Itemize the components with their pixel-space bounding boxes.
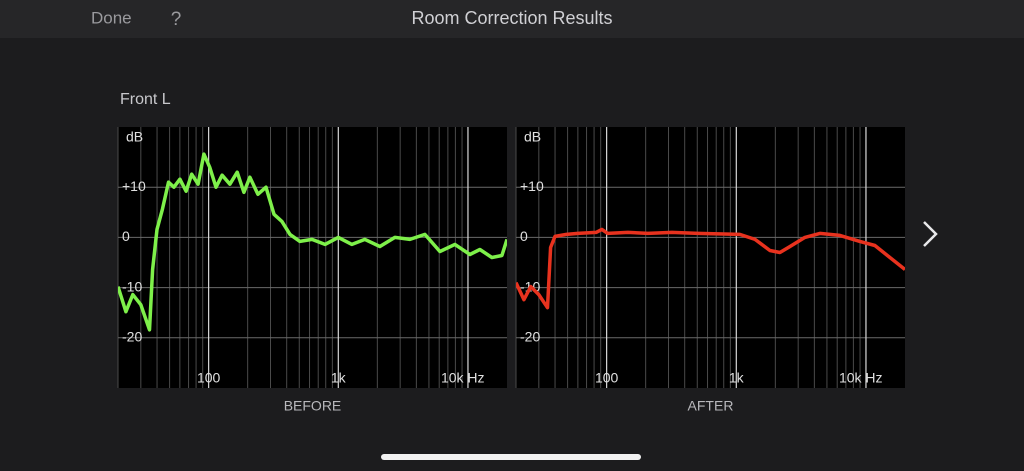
chart-title: AFTER <box>688 398 734 414</box>
response-line <box>516 227 905 310</box>
y-axis-label: dB <box>524 129 541 145</box>
plot-area <box>516 127 905 388</box>
y-tick-label: -20 <box>122 329 142 345</box>
x-tick-label: 1k <box>331 370 347 386</box>
x-tick-label: 10k Hz <box>441 370 485 386</box>
header-bar <box>0 0 1024 38</box>
x-tick-label: 10k Hz <box>839 370 883 386</box>
x-tick-label: 1k <box>729 370 745 386</box>
chart-title: BEFORE <box>284 398 342 414</box>
channel-label: Front L <box>120 91 171 108</box>
y-tick-label: 0 <box>520 228 528 244</box>
plot-area <box>118 127 507 388</box>
home-indicator <box>381 454 641 460</box>
y-tick-label: 0 <box>122 228 130 244</box>
y-tick-label: +10 <box>122 178 146 194</box>
page-title: Room Correction Results <box>411 8 612 28</box>
y-tick-label: +10 <box>520 178 544 194</box>
y-tick-label: -20 <box>520 329 540 345</box>
x-tick-label: 100 <box>197 370 221 386</box>
help-button[interactable]: ? <box>171 9 182 30</box>
response-line <box>118 152 507 332</box>
y-axis-label: dB <box>126 129 143 145</box>
x-tick-label: 100 <box>595 370 619 386</box>
y-tick-label: -10 <box>122 278 142 294</box>
next-arrow[interactable] <box>923 221 938 247</box>
done-button[interactable]: Done <box>91 8 132 27</box>
